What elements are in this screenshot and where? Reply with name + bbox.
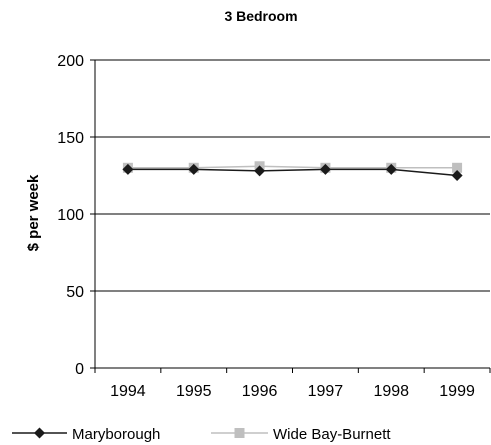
x-tick-label-1997: 1997: [308, 383, 344, 400]
point-maryborough-1996: [254, 165, 266, 177]
series-group: [122, 161, 463, 181]
legend: Maryborough Wide Bay-Burnett: [12, 426, 391, 443]
legend-marker-maryborough: [34, 427, 45, 439]
point-maryborough-1997: [319, 163, 331, 175]
gridlines: [95, 59, 490, 292]
point-maryborough-1999: [451, 170, 463, 181]
series-line-maryborough: [127, 168, 458, 177]
legend-label-wide-bay-burnett: Wide Bay-Burnett: [273, 426, 391, 443]
chart-title: 3 Bedroom: [224, 8, 297, 24]
x-tick-label-1998: 1998: [373, 383, 409, 400]
legend-marker-wide-bay-burnett: [234, 428, 245, 438]
y-tick-labels: 0 50 100 150 200: [57, 53, 84, 378]
x-tick-label-1996: 1996: [242, 383, 278, 400]
y-tick-label-200: 200: [57, 53, 84, 70]
point-wide-bay-burnett-1999: [452, 162, 463, 173]
y-tick-label-100: 100: [57, 207, 84, 224]
y-tick-label-0: 0: [75, 361, 84, 378]
point-maryborough-1995: [188, 163, 200, 175]
point-maryborough-1994: [122, 163, 134, 175]
x-tick-label-1999: 1999: [439, 383, 475, 400]
series-maryborough: [122, 163, 463, 181]
point-maryborough-1998: [385, 163, 397, 175]
y-tick-label-50: 50: [66, 284, 84, 301]
legend-label-maryborough: Maryborough: [72, 426, 160, 443]
y-tick-label-150: 150: [57, 130, 84, 147]
x-tick-labels: 1994 1995 1996 1997 1998 1999: [110, 383, 475, 400]
legend-item-maryborough: Maryborough: [12, 426, 160, 443]
legend-item-wide-bay-burnett: Wide Bay-Burnett: [211, 426, 391, 443]
x-tick-label-1995: 1995: [176, 383, 212, 400]
axes: [90, 59, 491, 373]
y-axis-label: $ per week: [25, 174, 42, 251]
series-line-wide-bay-burnett: [127, 165, 458, 169]
x-tick-label-1994: 1994: [110, 383, 146, 400]
